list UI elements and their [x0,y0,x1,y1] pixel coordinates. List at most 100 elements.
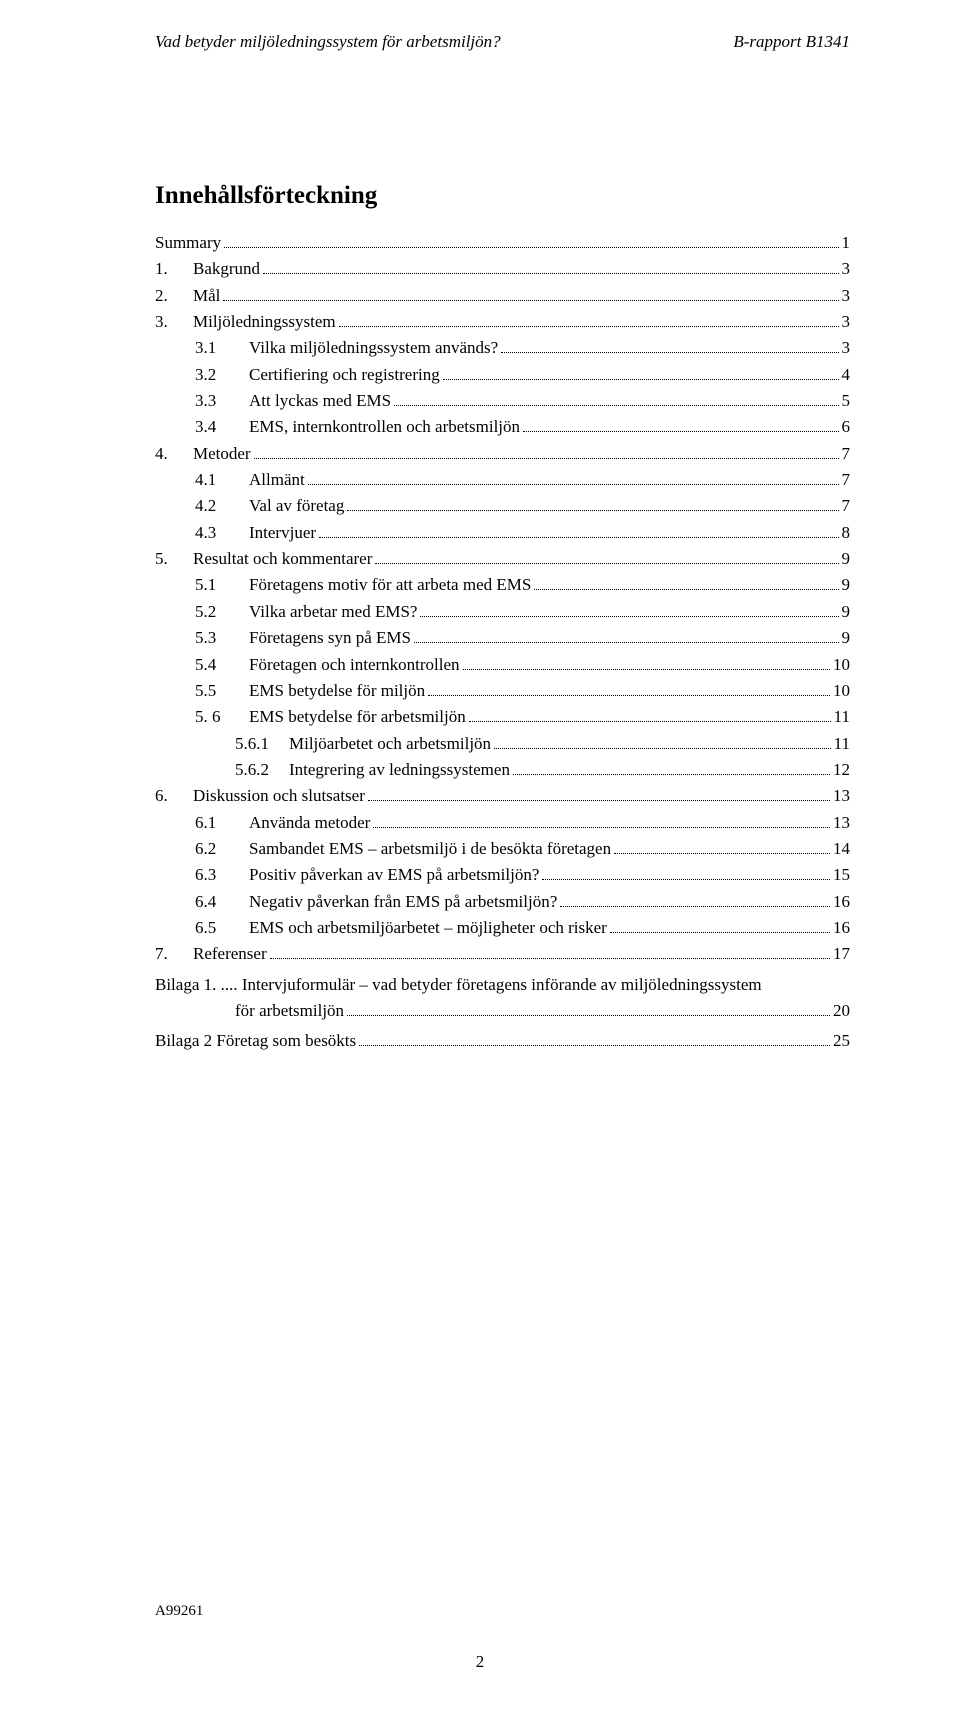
toc-entry-text: Positiv påverkan av EMS på arbetsmiljön? [249,865,539,884]
toc-entry-label: 3.Miljöledningssystem [155,309,336,335]
toc-dots [394,405,838,406]
bilaga1-line2: för arbetsmiljön [155,998,344,1024]
toc-entry-number: 5.2 [195,599,249,625]
toc-entry-label: 4.3Intervjuer [195,520,316,546]
toc-entry-label: 6.2Sambandet EMS – arbetsmiljö i de besö… [195,836,611,862]
toc-entry-page: 6 [842,414,851,440]
header-left: Vad betyder miljöledningssystem för arbe… [155,32,501,52]
toc-entry-number: 4.1 [195,467,249,493]
toc-entry: 5.6.2Integrering av ledningssystemen12 [155,757,850,783]
bilaga1-page: 20 [833,998,850,1024]
toc-entry-number: 4.3 [195,520,249,546]
toc-entry-number: 6.5 [195,915,249,941]
toc-entry-label: 3.1Vilka miljöledningssystem används? [195,335,498,361]
toc-entry-label: 7.Referenser [155,941,267,967]
toc-entry-page: 3 [842,283,851,309]
toc-entry-label: 6.3Positiv påverkan av EMS på arbetsmilj… [195,862,539,888]
toc-entry-page: 9 [842,599,851,625]
toc-dots [513,774,830,775]
toc-entry-number: 7. [155,941,193,967]
toc-entry: 4.2Val av företag7 [155,493,850,519]
toc-entry-label: 6.4Negativ påverkan från EMS på arbetsmi… [195,889,557,915]
toc-entry-number: 5.4 [195,652,249,678]
toc-entry: 3.1Vilka miljöledningssystem används? 3 [155,335,850,361]
toc-dots [223,300,838,301]
toc-entry-text: Referenser [193,944,267,963]
toc-dots [414,642,839,643]
toc-dots [610,932,830,933]
toc-entry-text: Summary [155,233,221,252]
toc-entry: 5.3Företagens syn på EMS9 [155,625,850,651]
toc-entry-text: Certifiering och registrering [249,365,440,384]
toc-entry: 3.3Att lyckas med EMS 5 [155,388,850,414]
toc-entry: 3.4EMS, internkontrollen och arbetsmiljö… [155,414,850,440]
toc-entry-text: Företagen och internkontrollen [249,655,460,674]
header-right: B-rapport B1341 [733,32,850,52]
toc-entry-label: 6.5EMS och arbetsmiljöarbetet – möjlighe… [195,915,607,941]
toc-dots [542,879,830,880]
toc-entry-text: EMS betydelse för arbetsmiljön [249,707,466,726]
toc-entry-text: Vilka arbetar med EMS? [249,602,417,621]
toc-entry-number: 6.3 [195,862,249,888]
toc-entry-page: 4 [842,362,851,388]
toc-entry-label: 6.Diskussion och slutsatser [155,783,365,809]
toc-entry: 5.4Företagen och internkontrollen10 [155,652,850,678]
page-header: Vad betyder miljöledningssystem för arbe… [155,32,850,52]
toc-dots [375,563,838,564]
toc-entry: 4.3Intervjuer8 [155,520,850,546]
toc-entry-number: 3.2 [195,362,249,388]
toc-dots [368,800,830,801]
toc-entry-label: 5.Resultat och kommentarer [155,546,372,572]
toc-entry-text: Mål [193,286,220,305]
toc-dots [614,853,830,854]
toc-title: Innehållsförteckning [155,182,850,210]
toc-entry-number: 6. [155,783,193,809]
toc-entry: 5. 6EMS betydelse för arbetsmiljön11 [155,704,850,730]
toc-entry-text: Resultat och kommentarer [193,549,372,568]
toc-entry-number: 3.3 [195,388,249,414]
toc-entry: 3.Miljöledningssystem3 [155,309,850,335]
toc-entry-text: Företagens motiv för att arbeta med EMS [249,575,531,594]
toc-entry-text: Intervjuer [249,523,316,542]
toc-entry-number: 1. [155,256,193,282]
toc-entry-text: Vilka miljöledningssystem används? [249,338,498,357]
toc-entry-page: 13 [833,810,850,836]
toc-dots [347,510,838,511]
toc-entry-page: 3 [842,256,851,282]
toc-entry-text: Integrering av ledningssystemen [289,760,510,779]
toc-entry-text: Negativ påverkan från EMS på arbetsmiljö… [249,892,557,911]
toc-entry-page: 7 [842,493,851,519]
toc-entry-label: 2.Mål [155,283,220,309]
toc-entry-text: Metoder [193,444,251,463]
toc-entry-text: Miljöledningssystem [193,312,336,331]
toc-entry-page: 17 [833,941,850,967]
toc-entry: 4.1Allmänt7 [155,467,850,493]
toc-entry-number: 3.4 [195,414,249,440]
toc-entry: 2.Mål 3 [155,283,850,309]
toc-entry-label: 3.3Att lyckas med EMS [195,388,391,414]
toc-entry-page: 3 [842,335,851,361]
toc-entry-number: 6.1 [195,810,249,836]
toc-dots [373,827,830,828]
toc-entry-number: 5.5 [195,678,249,704]
toc-dots [428,695,830,696]
toc-entry: 6.4Negativ påverkan från EMS på arbetsmi… [155,889,850,915]
toc-entry-page: 5 [842,388,851,414]
toc-dots [494,748,831,749]
toc-entry-label: 5.5EMS betydelse för miljön [195,678,425,704]
toc-entry: 3.2Certifiering och registrering 4 [155,362,850,388]
toc-entry-page: 14 [833,836,850,862]
toc-dots [420,616,838,617]
toc-dots [534,589,838,590]
toc-entry-number: 3. [155,309,193,335]
toc-entry-number: 4.2 [195,493,249,519]
toc-dots [347,1015,830,1016]
toc-entry-text: Använda metoder [249,813,370,832]
toc-entry-text: Sambandet EMS – arbetsmiljö i de besökta… [249,839,611,858]
toc-dots [339,326,839,327]
toc-entry-text: EMS, internkontrollen och arbetsmiljön [249,417,520,436]
toc-dots [359,1045,830,1046]
toc-entry-label: 3.4EMS, internkontrollen och arbetsmiljö… [195,414,520,440]
toc-dots [469,721,831,722]
toc-entry-number: 6.4 [195,889,249,915]
